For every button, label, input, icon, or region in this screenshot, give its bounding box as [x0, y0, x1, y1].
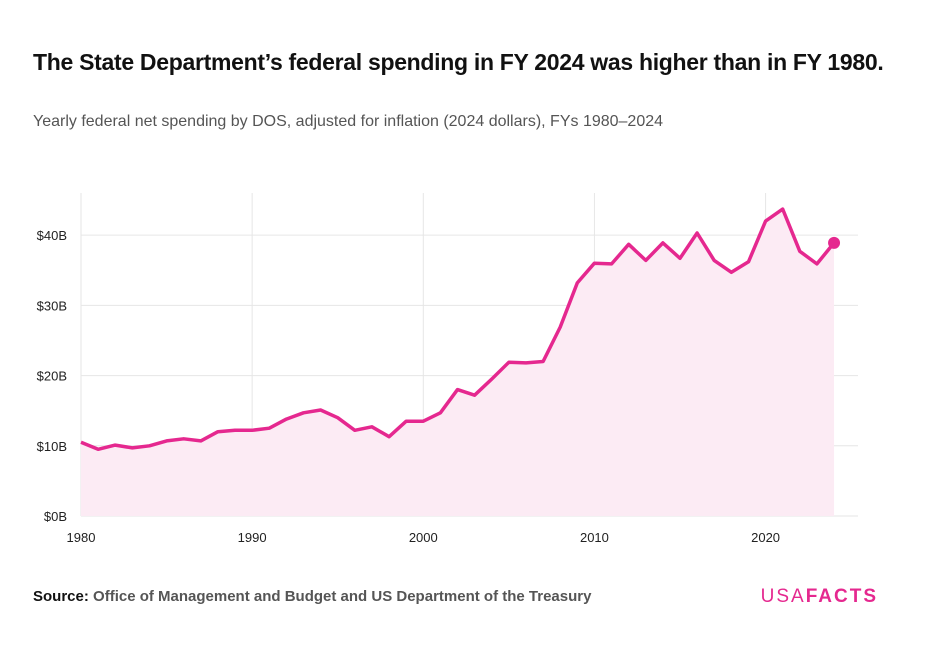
source-label: Source: — [33, 588, 89, 605]
x-tick-label: 2020 — [751, 530, 780, 545]
last-point-marker — [828, 236, 841, 249]
area-fill — [81, 209, 835, 516]
chart-subtitle: Yearly federal net spending by DOS, adju… — [33, 113, 664, 130]
x-tick-label: 1990 — [238, 530, 267, 545]
y-tick-label: $40B — [37, 228, 67, 243]
ticks: $0B $10B $20B $30B $40B 1980 1990 2000 2010 2020 — [37, 228, 780, 545]
source-text: Office of Management and Budget and US D… — [93, 588, 592, 605]
source-note: Source: Office of Management and Budget … — [33, 588, 591, 605]
x-tick-label: 2000 — [409, 530, 438, 545]
marks — [80, 207, 841, 516]
y-tick-label: $20B — [37, 369, 67, 384]
x-tick-label: 2010 — [580, 530, 609, 545]
y-tick-label: $0B — [44, 509, 67, 524]
y-tick-label: $30B — [37, 298, 67, 313]
y-tick-label: $10B — [37, 439, 67, 454]
usafacts-logo: USAFACTS — [760, 586, 878, 607]
x-tick-label: 1980 — [67, 530, 96, 545]
chart-title: The State Department’s federal spending … — [33, 49, 884, 75]
